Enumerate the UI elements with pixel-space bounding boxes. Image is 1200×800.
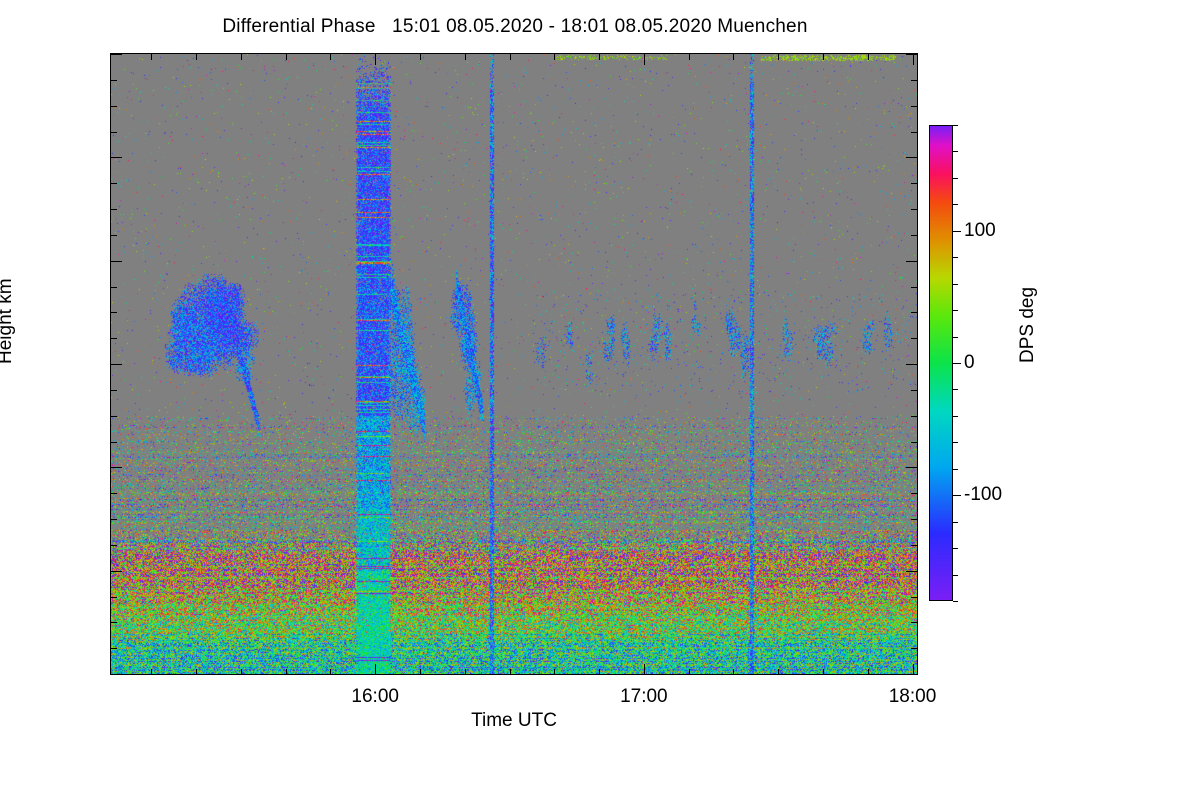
x-axis-tick-label: 17:00 (620, 686, 668, 707)
colorbar-canvas (930, 126, 952, 600)
colorbar-tick (953, 177, 958, 179)
colorbar-tick (953, 415, 958, 417)
x-axis-label: Time UTC (471, 710, 557, 731)
y-axis-label: Height km (0, 278, 16, 364)
colorbar-tick (953, 389, 958, 391)
colorbar-tick (953, 495, 961, 497)
colorbar-tick (953, 151, 958, 153)
colorbar-tick (953, 257, 958, 259)
colorbar (929, 125, 953, 601)
x-axis-tick-label: 16:00 (351, 686, 399, 707)
colorbar-tick (953, 442, 958, 444)
x-axis-tick-label: 18:00 (888, 686, 937, 707)
colorbar-tick-label: 100 (964, 219, 996, 241)
colorbar-tick (953, 363, 961, 364)
colorbar-gradient (929, 125, 953, 601)
colorbar-tick (953, 574, 958, 576)
colorbar-tick (953, 283, 958, 285)
plot-area (110, 53, 918, 675)
colorbar-tick (953, 230, 961, 232)
colorbar-tick (953, 548, 958, 550)
colorbar-tick-label: -100 (964, 484, 1003, 506)
colorbar-tick (953, 310, 958, 312)
page-title: Differential Phase 15:01 08.05.2020 - 18… (222, 16, 808, 37)
colorbar-tick-label: 0 (964, 352, 975, 373)
radar-heatmap-canvas (111, 54, 917, 674)
colorbar-axis-label: DPS deg (1017, 286, 1038, 363)
colorbar-tick (953, 468, 958, 470)
colorbar-tick (953, 125, 958, 126)
colorbar-tick (953, 336, 958, 338)
colorbar-tick (953, 601, 958, 602)
colorbar-tick (953, 521, 958, 523)
colorbar-tick (953, 204, 958, 206)
